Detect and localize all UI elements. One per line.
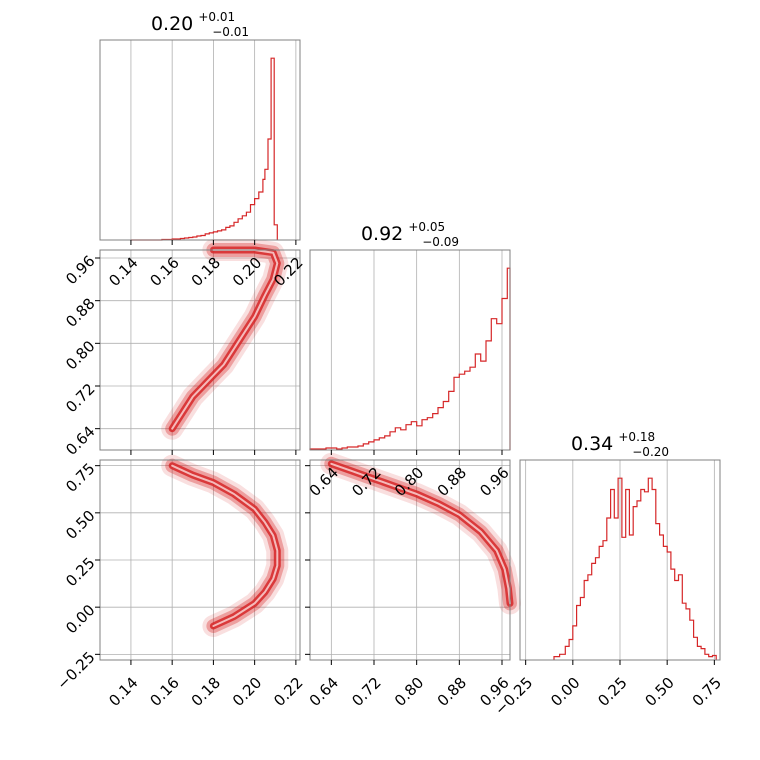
x-tick-label: 0.18: [188, 674, 224, 710]
axes-frame-p0_0: [99, 39, 301, 241]
histogram-step-p2_2: [553, 477, 717, 660]
x-tick-label: 0.88: [434, 674, 470, 710]
title-plus: +0.18: [618, 430, 655, 444]
title-plus: +0.05: [408, 220, 445, 234]
density-core: [171, 249, 279, 430]
density-core: [171, 464, 279, 627]
density-core: [330, 462, 511, 605]
y-tick-label: 0.96: [62, 252, 98, 288]
histogram-step-p1_1: [309, 267, 511, 450]
x-tick-label: 0.22: [270, 674, 306, 710]
axes-frame-p1_1: [309, 249, 511, 451]
x-tick-label: 0.14: [105, 674, 141, 710]
y-tick-label: 0.64: [62, 422, 98, 458]
panel-title-param-3: 0.34 +0.18 −0.20: [571, 426, 669, 459]
title-plus: +0.01: [198, 10, 235, 24]
x-tick-label: 0.25: [594, 674, 630, 710]
x-tick-label: 0.50: [642, 674, 678, 710]
x-tick-label: 0.72: [348, 674, 384, 710]
y-tick-label: 0.75: [62, 459, 98, 495]
y-tick-label: 0.25: [62, 554, 98, 590]
x-tick-label: 0.00: [547, 674, 583, 710]
panel-title-param-1: 0.20 +0.01 −0.01: [151, 6, 249, 39]
title-minus: −0.09: [422, 235, 459, 249]
title-value: 0.92: [361, 223, 403, 245]
title-minus: −0.20: [632, 445, 669, 459]
y-tick-label: −0.25: [53, 648, 98, 693]
y-tick-label: 0.72: [62, 380, 98, 416]
y-tick-label: 0.50: [62, 507, 98, 543]
axes-frame-p1_0: [99, 249, 301, 451]
panel-p0_0: [100, 40, 300, 240]
panel-title-param-2: 0.92 +0.05 −0.09: [361, 216, 459, 249]
panel-p1_0: [100, 250, 300, 450]
x-tick-label: 0.16: [147, 674, 183, 710]
panel-p1_1: [310, 250, 510, 450]
x-tick-label: 0.20: [229, 674, 265, 710]
histogram-step-p0_0: [130, 57, 278, 241]
title-minus: −0.01: [212, 25, 249, 39]
y-tick-label: 0.88: [62, 294, 98, 330]
y-tick-label: 0.80: [62, 337, 98, 373]
x-tick-label: 0.64: [306, 674, 342, 710]
x-tick-label: 0.75: [689, 674, 725, 710]
title-value: 0.20: [151, 13, 193, 35]
y-tick-label: 0.00: [62, 601, 98, 637]
x-tick-label: 0.80: [391, 674, 427, 710]
title-value: 0.34: [571, 433, 613, 455]
